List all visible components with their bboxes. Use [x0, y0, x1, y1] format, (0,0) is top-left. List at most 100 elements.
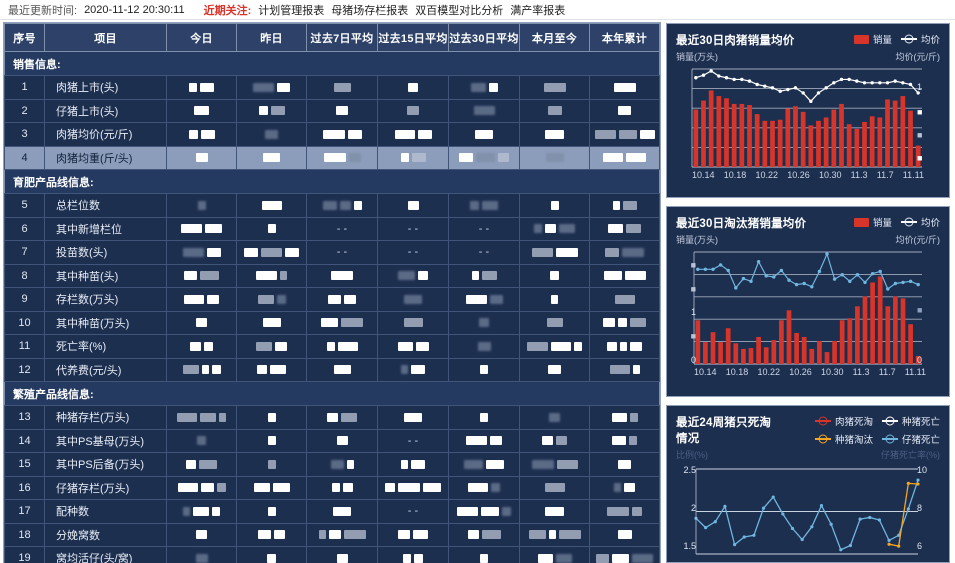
redacted-value [328, 294, 341, 304]
redacted-value [467, 530, 479, 540]
quick-link-sow-stock-report[interactable]: 母猪场存栏报表 [331, 4, 409, 17]
col-header-index[interactable]: 序号 [4, 23, 45, 52]
empty-value: - - [336, 222, 348, 235]
chart3-legend-meat-pig-death[interactable]: 肉猪死淘 [814, 414, 873, 428]
empty-value: - - [407, 505, 419, 518]
redacted-value [394, 129, 415, 139]
redacted-value [618, 318, 627, 328]
redacted-value [605, 247, 619, 257]
table-row[interactable]: 16 仔猪存栏(万头) [4, 475, 660, 500]
table-row[interactable]: 8 其中种苗(头) [4, 263, 660, 288]
table-row[interactable]: 19 窝均活仔(头/窝) [4, 546, 660, 563]
redacted-value [341, 318, 363, 328]
chart3-plot[interactable]: 2.5 2 1.5 10 8 6 [676, 463, 940, 558]
recent-focus-label: 近期关注: [203, 4, 252, 17]
table-row[interactable]: 18 分娩窝数 [4, 522, 660, 547]
redacted-value [611, 412, 627, 422]
redacted-value [397, 341, 413, 351]
table-row[interactable]: 4 肉猪均重(斤/头) [4, 145, 660, 170]
chart2-ltick-3: ■ [690, 284, 696, 295]
col-header-year-to-date[interactable]: 本年累计 [589, 23, 660, 52]
table-row[interactable]: 2 仔猪上市(头) [4, 98, 660, 123]
table-row[interactable]: 7 投苗数(头) - - - - - - [4, 240, 660, 265]
chart3-legend-breeder-death[interactable]: 种猪死亡 [881, 414, 940, 428]
table-cell-redacted [306, 75, 378, 100]
chart1-legend-price[interactable]: 均价 [900, 32, 940, 46]
table-row[interactable]: 15 其中PS后备(万头) [4, 452, 660, 477]
table-row[interactable]: 12 代养费(元/头) [4, 357, 660, 382]
table-row[interactable]: 10 其中种苗(万头) [4, 310, 660, 335]
col-header-month-to-date[interactable]: 本月至今 [519, 23, 590, 52]
table-row[interactable]: 13 种猪存栏(万头) [4, 405, 660, 430]
table-cell-redacted [448, 263, 520, 288]
redacted-value [400, 153, 409, 163]
table-cell-redacted [236, 193, 307, 218]
col-header-avg30[interactable]: 过去30日平均 [448, 23, 520, 52]
table-cell-redacted [448, 145, 520, 170]
chart2-legend-volume[interactable]: 销量 [853, 215, 892, 229]
redacted-value [262, 318, 281, 328]
table-cell-redacted [236, 263, 307, 288]
table-row[interactable]: 17 配种数 - - [4, 499, 660, 524]
redacted-value [256, 341, 272, 351]
redacted-value [318, 530, 326, 540]
redacted-value [551, 294, 558, 304]
row-index: 14 [4, 428, 45, 453]
table-cell-redacted [306, 287, 378, 312]
chart3-legend-breeder-cull[interactable]: 种猪淘汰 [814, 432, 873, 446]
redacted-value [480, 412, 488, 422]
quick-link-double-hundred-analysis[interactable]: 双百模型对比分析 [415, 4, 504, 17]
table-row[interactable]: 3 肉猪均价(元/斤) [4, 122, 660, 147]
chart3-legend-piglet-death[interactable]: 仔猪死亡 [881, 432, 940, 446]
chart2-legend-price[interactable]: 均价 [900, 215, 940, 229]
redacted-value [555, 247, 578, 257]
redacted-value [470, 82, 486, 92]
table-cell-redacted [377, 334, 449, 359]
redacted-value [466, 436, 487, 446]
table-row[interactable]: 5 总栏位数 [4, 193, 660, 218]
redacted-value [258, 530, 271, 540]
chart3-legend-breeder-death-label: 种猪死亡 [901, 417, 940, 428]
chart1-legend-volume[interactable]: 销量 [853, 32, 892, 46]
redacted-value [411, 459, 425, 469]
col-header-today[interactable]: 今日 [166, 23, 237, 52]
col-header-avg15[interactable]: 过去15日平均 [377, 23, 449, 52]
x-axis-tick: 11.3 [850, 170, 868, 180]
col-header-yesterday[interactable]: 昨日 [236, 23, 307, 52]
table-row[interactable]: 14 其中PS基母(万头) - - [4, 428, 660, 453]
redacted-value [473, 106, 495, 116]
chart-card-meat-pig-sales: 最近30日肉猪销量均价 销量 均价 销量(万头) 均价(元/ [666, 23, 950, 199]
quick-link-capacity-rate-report[interactable]: 满产率报表 [510, 4, 566, 17]
chart2-rtick-1: ■ [917, 305, 923, 316]
col-header-avg7[interactable]: 过去7日平均 [306, 23, 378, 52]
row-index: 1 [4, 75, 45, 100]
chart2-ltick-4: ■ [690, 260, 696, 271]
table-cell-redacted [377, 546, 449, 563]
table-cell-redacted [166, 75, 237, 100]
table-cell-redacted [166, 145, 237, 170]
redacted-value [457, 506, 478, 516]
chart2-left-ticks: 0 ■ 1 ■ ■ [676, 248, 698, 366]
update-time-value: 2020-11-12 20:30:11 [84, 3, 185, 16]
chart1-plot[interactable]: 1 ■ ■ ■ [676, 65, 940, 169]
quick-link-plan-report[interactable]: 计划管理报表 [258, 4, 325, 17]
x-axis-tick: 10.26 [787, 170, 810, 180]
chart2-plot[interactable]: 0 ■ 1 ■ ■ 0 ■ [676, 248, 940, 366]
table-row[interactable]: 9 存栏数(万头) [4, 287, 660, 312]
redacted-value [556, 459, 578, 469]
redacted-value [321, 318, 338, 328]
col-header-project[interactable]: 项目 [44, 23, 167, 52]
table-cell-redacted [236, 357, 307, 382]
redacted-value [327, 412, 338, 422]
table-row[interactable]: 1 肉猪上市(头) [4, 75, 660, 100]
chart3-legend-meat-pig-death-label: 肉猪死淘 [834, 417, 873, 428]
row-index: 17 [4, 499, 45, 524]
redacted-value [481, 506, 499, 516]
chart3-ltick-0: 2.5 [683, 465, 696, 475]
table-cell-redacted [166, 193, 237, 218]
table-row[interactable]: 11 死亡率(%) [4, 334, 660, 359]
table-cell-redacted [306, 499, 378, 524]
table-cell-redacted [448, 122, 520, 147]
table-cell-redacted [519, 240, 590, 265]
table-row[interactable]: 6 其中新增栏位 - - - - - - [4, 216, 660, 241]
